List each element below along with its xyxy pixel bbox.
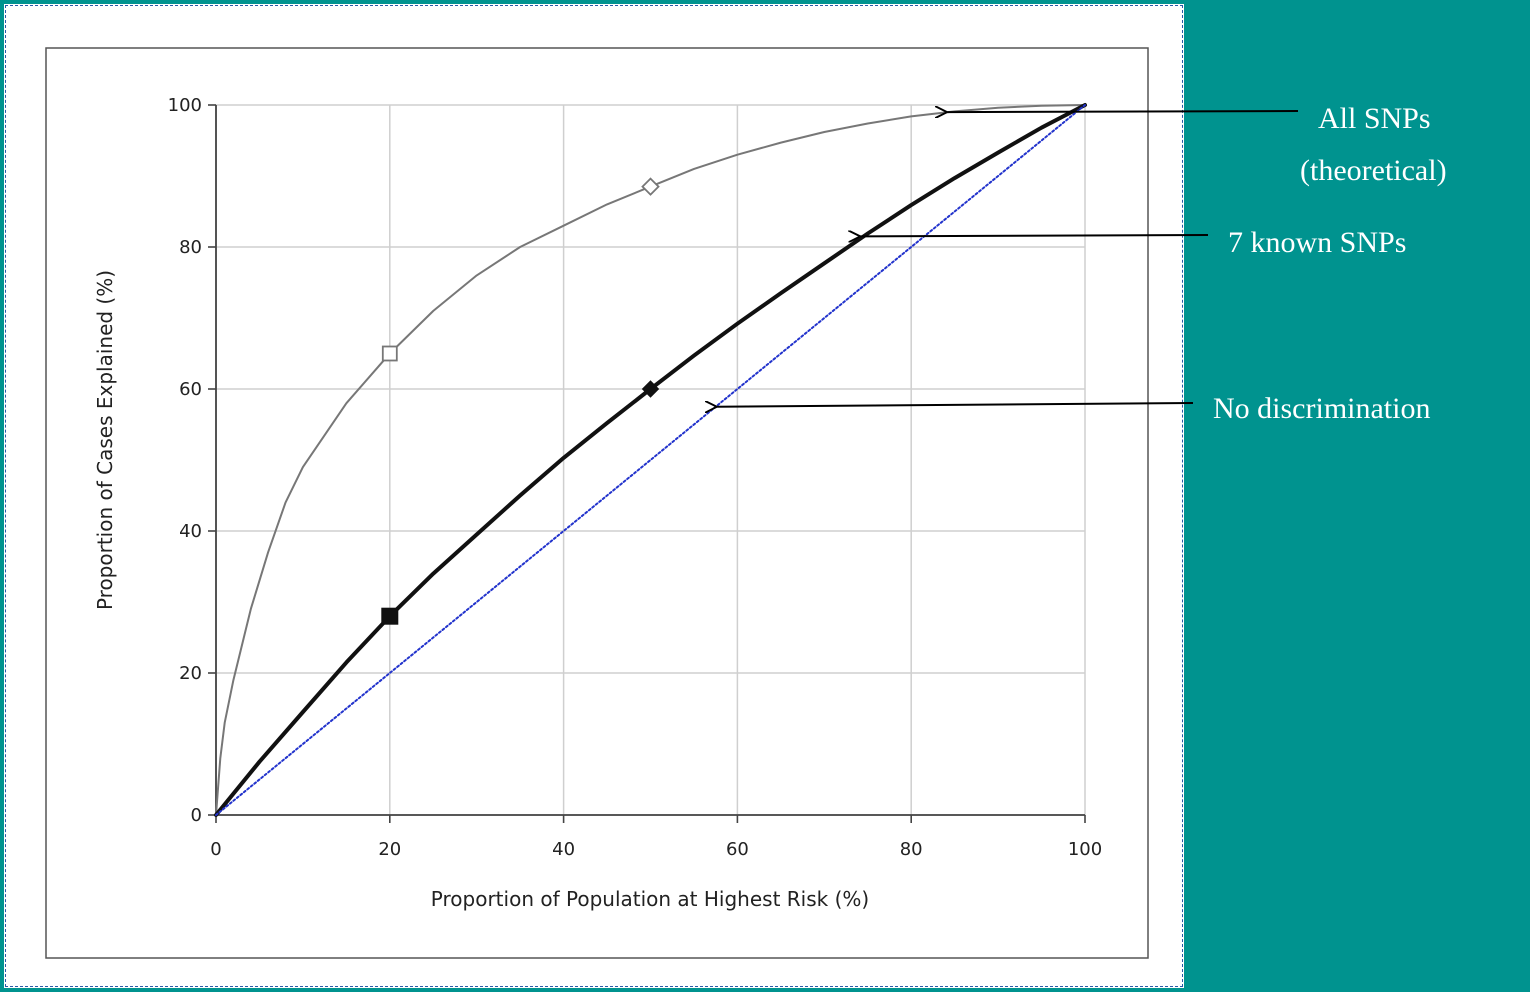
y-tick-label-100: 100	[168, 95, 202, 116]
annotation-no-discrimination: No discrimination	[1213, 392, 1430, 425]
annotations: All SNPs (theoretical) 7 known SNPs No d…	[1213, 102, 1447, 425]
y-tick-label-0: 0	[191, 805, 202, 826]
x-tick-label-100: 100	[1068, 839, 1102, 860]
marker-series-0-1	[641, 177, 660, 196]
annotation-arrow-0	[946, 111, 1299, 112]
y-tick-label-60: 60	[179, 379, 202, 400]
marker-series-0-0	[381, 345, 398, 362]
tick-labels: 0 20 40 60 80 100 0 20 40 60 80 100	[168, 95, 1103, 860]
x-tick-label-40: 40	[552, 839, 575, 860]
x-tick-label-0: 0	[210, 839, 221, 860]
series-line-0	[215, 104, 1086, 816]
annotation-all-snps-line2: (theoretical)	[1300, 154, 1447, 187]
annotation-arrow-1	[859, 235, 1209, 236]
x-axis-title: Proportion of Population at Highest Risk…	[431, 887, 869, 911]
annotation-all-snps-line1: All SNPs	[1318, 102, 1431, 135]
x-tick-label-80: 80	[900, 839, 923, 860]
y-tick-label-40: 40	[179, 521, 202, 542]
x-tick-label-20: 20	[378, 839, 401, 860]
annotation-arrows	[716, 111, 1299, 407]
y-axis-title: Proportion of Cases Explained (%)	[93, 270, 117, 610]
axes	[208, 104, 1086, 823]
marker-series-1-1	[641, 380, 660, 398]
markers-group	[381, 177, 660, 625]
annotation-7-known-snps: 7 known SNPs	[1228, 226, 1406, 259]
y-tick-label-20: 20	[179, 663, 202, 684]
annotation-arrow-2	[716, 403, 1194, 407]
marker-series-1-0	[381, 607, 399, 625]
series-line-2	[215, 104, 1086, 816]
x-tick-label-60: 60	[726, 839, 749, 860]
y-tick-label-80: 80	[179, 237, 202, 258]
